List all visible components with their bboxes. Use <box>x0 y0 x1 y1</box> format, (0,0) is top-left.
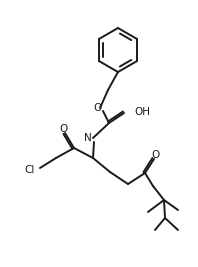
Text: Cl: Cl <box>25 165 35 175</box>
Text: O: O <box>152 150 160 160</box>
Text: O: O <box>93 103 101 113</box>
Text: OH: OH <box>134 107 150 117</box>
Text: N: N <box>84 133 92 143</box>
Text: O: O <box>59 124 67 134</box>
